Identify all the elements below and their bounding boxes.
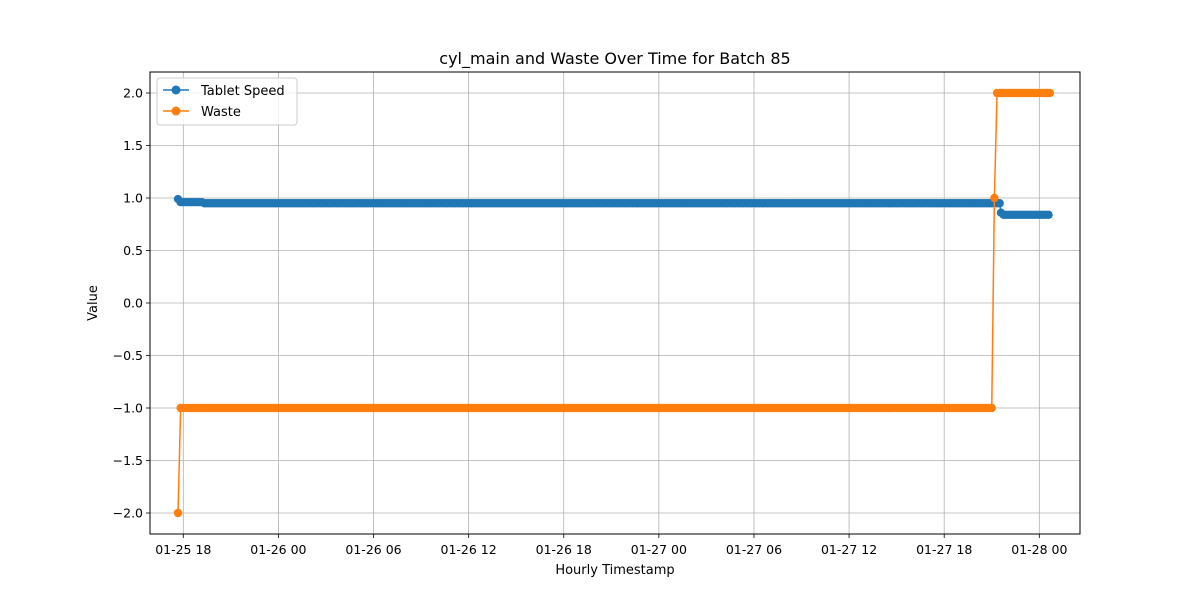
- x-tick-label: 01-28 00: [1011, 542, 1067, 557]
- data-point-waste: [987, 403, 996, 413]
- legend-label-tablet-speed: Tablet Speed: [200, 84, 285, 99]
- legend: Tablet Speed Waste: [156, 77, 298, 126]
- y-tick-label: 0.0: [123, 296, 143, 311]
- legend-marker-tablet-speed: [171, 85, 181, 95]
- legend-box: [156, 77, 298, 126]
- y-tick-label: 2.0: [123, 86, 143, 101]
- x-tick-label: 01-27 18: [916, 542, 972, 557]
- x-axis-label: Hourly Timestamp: [555, 563, 674, 578]
- y-tick-label: 0.5: [123, 243, 143, 258]
- series-waste: [173, 88, 1055, 518]
- x-tick-label: 01-26 12: [441, 542, 497, 557]
- y-tick-label: 1.0: [123, 191, 143, 206]
- grid-lines: [150, 72, 1080, 534]
- x-tick-label: 01-27 12: [821, 542, 877, 557]
- x-tick-label: 01-27 00: [631, 542, 687, 557]
- y-tick-label: 1.5: [123, 138, 143, 153]
- x-tick-label: 01-25 18: [155, 542, 211, 557]
- data-point-waste: [990, 193, 999, 203]
- data-point-tablet-speed: [995, 199, 1004, 208]
- x-tick-label: 01-27 06: [726, 542, 782, 557]
- y-tick-label: −0.5: [113, 348, 143, 363]
- data-point-waste: [1045, 88, 1055, 98]
- y-tick-label: −1.5: [113, 453, 143, 468]
- y-axis-label: Value: [86, 285, 101, 321]
- axis-ticks: 01-25 18 01-26 00 01-26 06 01-26 12 01-26 18…: [113, 86, 1068, 558]
- legend-label-waste: Waste: [201, 105, 241, 120]
- legend-marker-waste: [171, 106, 181, 116]
- x-tick-label: 01-26 00: [250, 542, 306, 557]
- data-point-waste: [173, 508, 183, 518]
- x-tick-label: 01-26 06: [345, 542, 401, 557]
- y-tick-label: −2.0: [113, 506, 143, 521]
- series-tablet-speed: [173, 194, 1053, 219]
- x-tick-label: 01-26 18: [536, 542, 592, 557]
- series-layer: [173, 88, 1055, 518]
- chart-title: cyl_main and Waste Over Time for Batch 8…: [439, 49, 790, 69]
- data-point-tablet-speed: [1044, 210, 1053, 219]
- y-tick-label: −1.0: [113, 401, 143, 416]
